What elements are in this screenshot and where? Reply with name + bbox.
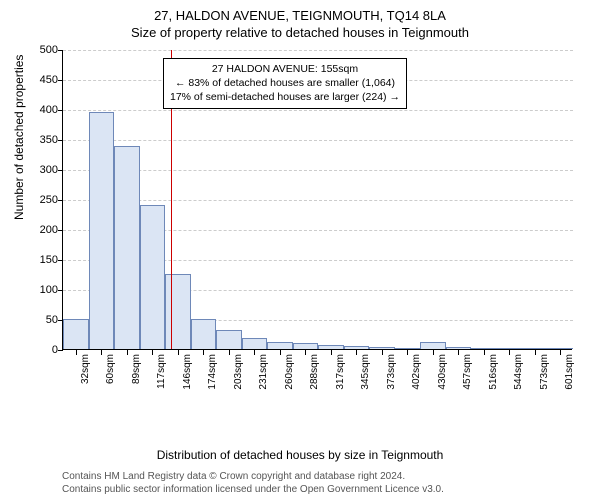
gridline <box>63 110 573 111</box>
histogram-bar <box>395 348 421 349</box>
footer-attribution: Contains HM Land Registry data © Crown c… <box>62 470 444 496</box>
y-tick <box>58 170 63 171</box>
y-tick <box>58 260 63 261</box>
gridline <box>63 140 573 141</box>
x-tick <box>76 350 77 355</box>
y-tick <box>58 200 63 201</box>
histogram-bar <box>267 342 293 349</box>
histogram-bar <box>369 347 395 349</box>
x-tick-label: 601sqm <box>564 354 575 390</box>
gridline <box>63 50 573 51</box>
histogram-bar <box>216 330 242 349</box>
histogram-bar <box>420 342 446 349</box>
chart-subtitle: Size of property relative to detached ho… <box>0 23 600 40</box>
x-tick <box>382 350 383 355</box>
histogram-bar <box>318 345 344 349</box>
x-tick <box>356 350 357 355</box>
x-tick-label: 203sqm <box>233 354 244 390</box>
plot-area: 05010015020025030035040045050032sqm60sqm… <box>62 50 572 350</box>
x-tick-label: 430sqm <box>437 354 448 390</box>
x-tick <box>535 350 536 355</box>
y-tick-label: 0 <box>18 344 58 356</box>
chart-container: 27, HALDON AVENUE, TEIGNMOUTH, TQ14 8LA … <box>0 0 600 500</box>
histogram-bar <box>293 343 319 349</box>
x-tick <box>560 350 561 355</box>
x-tick-label: 457sqm <box>462 354 473 390</box>
y-tick-label: 300 <box>18 164 58 176</box>
x-tick-label: 288sqm <box>309 354 320 390</box>
x-tick-label: 174sqm <box>207 354 218 390</box>
x-axis-label: Distribution of detached houses by size … <box>0 448 600 462</box>
histogram-bar <box>89 112 115 349</box>
x-tick-label: 573sqm <box>539 354 550 390</box>
x-tick-label: 32sqm <box>80 354 91 384</box>
x-tick-label: 117sqm <box>156 354 167 389</box>
histogram-bar <box>140 205 166 349</box>
x-tick <box>229 350 230 355</box>
histogram-bar <box>114 146 140 349</box>
annotation-box: 27 HALDON AVENUE: 155sqm← 83% of detache… <box>163 58 407 109</box>
histogram-bar <box>63 319 89 349</box>
histogram-bar <box>446 347 472 349</box>
x-tick <box>458 350 459 355</box>
y-tick-label: 100 <box>18 284 58 296</box>
x-tick-label: 402sqm <box>411 354 422 390</box>
histogram-bar <box>497 348 523 349</box>
y-tick <box>58 350 63 351</box>
y-tick-label: 50 <box>18 314 58 326</box>
y-tick <box>58 80 63 81</box>
x-tick-label: 345sqm <box>360 354 371 390</box>
x-tick <box>152 350 153 355</box>
histogram-bar <box>344 346 370 349</box>
annotation-line: 17% of semi-detached houses are larger (… <box>170 90 400 104</box>
x-tick <box>407 350 408 355</box>
x-tick-label: 544sqm <box>513 354 524 390</box>
x-tick <box>305 350 306 355</box>
histogram-bar <box>191 319 217 349</box>
histogram-bar <box>548 348 574 349</box>
y-tick <box>58 50 63 51</box>
chart-area: 05010015020025030035040045050032sqm60sqm… <box>62 50 572 390</box>
x-tick <box>254 350 255 355</box>
x-tick <box>484 350 485 355</box>
x-tick-label: 373sqm <box>386 354 397 390</box>
x-tick <box>127 350 128 355</box>
y-tick-label: 400 <box>18 104 58 116</box>
histogram-bar <box>522 348 548 349</box>
annotation-line: 27 HALDON AVENUE: 155sqm <box>170 62 400 76</box>
x-tick-label: 89sqm <box>131 354 142 384</box>
histogram-bar <box>165 274 191 349</box>
histogram-bar <box>242 338 268 349</box>
x-tick <box>101 350 102 355</box>
y-tick-label: 250 <box>18 194 58 206</box>
x-tick-label: 317sqm <box>335 354 346 390</box>
x-tick <box>433 350 434 355</box>
x-tick <box>178 350 179 355</box>
x-tick-label: 60sqm <box>105 354 116 384</box>
y-tick-label: 350 <box>18 134 58 146</box>
gridline <box>63 200 573 201</box>
x-tick-label: 231sqm <box>258 354 269 390</box>
y-tick-label: 200 <box>18 224 58 236</box>
y-tick <box>58 110 63 111</box>
gridline <box>63 170 573 171</box>
x-tick <box>331 350 332 355</box>
y-tick-label: 450 <box>18 74 58 86</box>
y-tick <box>58 230 63 231</box>
x-tick-label: 260sqm <box>284 354 295 390</box>
x-tick <box>509 350 510 355</box>
annotation-line: ← 83% of detached houses are smaller (1,… <box>170 76 400 90</box>
x-tick-label: 146sqm <box>182 354 193 390</box>
footer-line: Contains HM Land Registry data © Crown c… <box>62 470 444 483</box>
y-tick <box>58 290 63 291</box>
footer-line: Contains public sector information licen… <box>62 483 444 496</box>
x-tick <box>203 350 204 355</box>
page-title: 27, HALDON AVENUE, TEIGNMOUTH, TQ14 8LA <box>0 0 600 23</box>
x-tick-label: 516sqm <box>488 354 499 390</box>
y-tick-label: 500 <box>18 44 58 56</box>
y-tick-label: 150 <box>18 254 58 266</box>
x-tick <box>280 350 281 355</box>
histogram-bar <box>471 348 497 349</box>
y-tick <box>58 140 63 141</box>
